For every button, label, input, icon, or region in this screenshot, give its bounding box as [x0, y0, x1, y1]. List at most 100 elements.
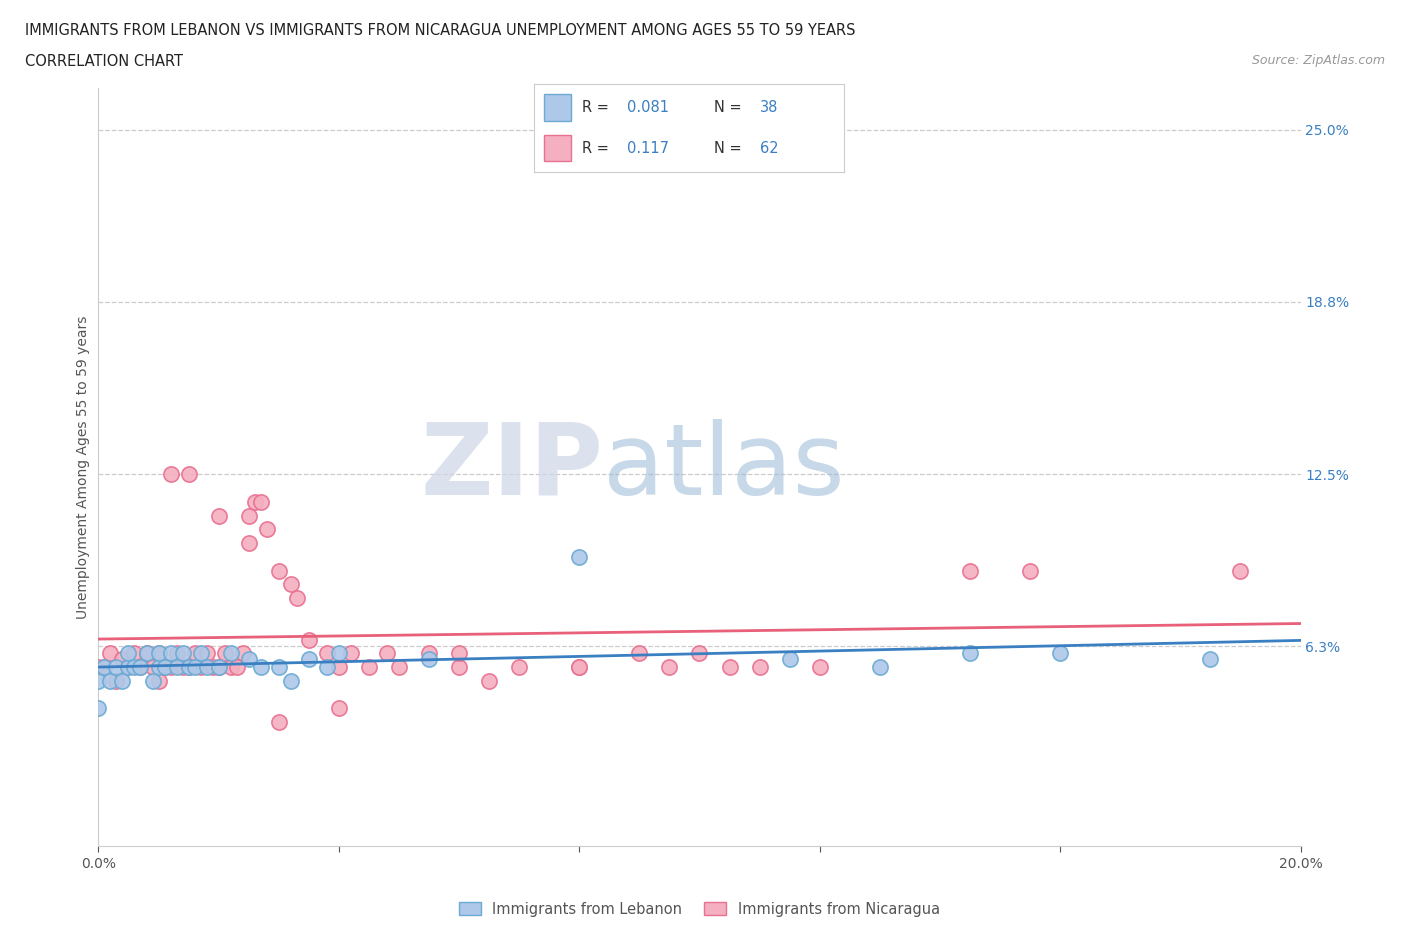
- Point: [508, 659, 530, 674]
- Text: R =: R =: [582, 140, 619, 155]
- Point: [117, 659, 139, 674]
- Point: [129, 659, 152, 674]
- Point: [298, 632, 321, 647]
- Point: [100, 646, 122, 661]
- Point: [117, 646, 139, 661]
- Point: [280, 673, 302, 688]
- Point: [208, 659, 231, 674]
- Point: [249, 495, 271, 510]
- Point: [129, 659, 152, 674]
- Text: 0.081: 0.081: [627, 100, 669, 115]
- Y-axis label: Unemployment Among Ages 55 to 59 years: Unemployment Among Ages 55 to 59 years: [76, 315, 90, 619]
- Point: [689, 646, 711, 661]
- Point: [190, 659, 212, 674]
- Point: [153, 659, 176, 674]
- Point: [177, 659, 200, 674]
- Point: [238, 508, 260, 523]
- Point: [418, 651, 440, 666]
- Point: [190, 646, 212, 661]
- Point: [1049, 646, 1071, 661]
- Point: [93, 659, 115, 674]
- Point: [87, 659, 110, 674]
- Point: [214, 646, 236, 661]
- Point: [148, 659, 170, 674]
- Point: [478, 673, 501, 688]
- Point: [124, 646, 146, 661]
- Point: [135, 646, 157, 661]
- Point: [249, 659, 271, 674]
- Point: [748, 659, 770, 674]
- Point: [166, 646, 188, 661]
- Point: [280, 577, 302, 591]
- Point: [159, 646, 181, 661]
- FancyBboxPatch shape: [544, 135, 571, 162]
- Point: [568, 550, 591, 565]
- Point: [201, 659, 224, 674]
- Point: [166, 659, 188, 674]
- Point: [959, 646, 981, 661]
- Point: [959, 564, 981, 578]
- Point: [243, 495, 266, 510]
- Point: [628, 646, 651, 661]
- Point: [87, 701, 110, 716]
- Point: [93, 659, 115, 674]
- Point: [148, 646, 170, 661]
- Point: [315, 646, 337, 661]
- Point: [153, 659, 176, 674]
- Point: [183, 646, 205, 661]
- Point: [267, 564, 290, 578]
- Point: [267, 715, 290, 730]
- Text: CORRELATION CHART: CORRELATION CHART: [25, 54, 183, 69]
- Point: [148, 673, 170, 688]
- Text: Source: ZipAtlas.com: Source: ZipAtlas.com: [1251, 54, 1385, 67]
- Point: [388, 659, 411, 674]
- Point: [447, 646, 470, 661]
- Text: ZIP: ZIP: [420, 418, 603, 516]
- Point: [718, 659, 741, 674]
- FancyBboxPatch shape: [544, 94, 571, 121]
- Point: [135, 646, 157, 661]
- Point: [808, 659, 831, 674]
- Point: [208, 508, 231, 523]
- Point: [87, 673, 110, 688]
- Point: [159, 659, 181, 674]
- Text: N =: N =: [714, 140, 747, 155]
- Point: [105, 673, 128, 688]
- Point: [177, 467, 200, 482]
- Point: [447, 659, 470, 674]
- Point: [141, 659, 163, 674]
- Point: [195, 659, 218, 674]
- Point: [208, 659, 231, 674]
- Point: [328, 646, 350, 661]
- Point: [159, 467, 181, 482]
- Point: [238, 651, 260, 666]
- Text: 0.117: 0.117: [627, 140, 669, 155]
- Point: [267, 659, 290, 674]
- Point: [141, 673, 163, 688]
- Text: 38: 38: [761, 100, 779, 115]
- Text: N =: N =: [714, 100, 747, 115]
- Point: [111, 651, 134, 666]
- Point: [232, 646, 254, 661]
- Point: [172, 646, 194, 661]
- Point: [298, 651, 321, 666]
- Point: [1019, 564, 1042, 578]
- Text: IMMIGRANTS FROM LEBANON VS IMMIGRANTS FROM NICARAGUA UNEMPLOYMENT AMONG AGES 55 : IMMIGRANTS FROM LEBANON VS IMMIGRANTS FR…: [25, 23, 856, 38]
- Point: [418, 646, 440, 661]
- Point: [225, 659, 247, 674]
- Legend: Immigrants from Lebanon, Immigrants from Nicaragua: Immigrants from Lebanon, Immigrants from…: [453, 896, 946, 923]
- Point: [183, 659, 205, 674]
- Point: [869, 659, 891, 674]
- Point: [328, 701, 350, 716]
- Point: [117, 659, 139, 674]
- Text: atlas: atlas: [603, 418, 845, 516]
- Text: 62: 62: [761, 140, 779, 155]
- Point: [1229, 564, 1251, 578]
- Point: [124, 659, 146, 674]
- Point: [219, 659, 242, 674]
- Point: [779, 651, 801, 666]
- Point: [315, 659, 337, 674]
- Point: [328, 659, 350, 674]
- Point: [375, 646, 398, 661]
- Text: R =: R =: [582, 100, 614, 115]
